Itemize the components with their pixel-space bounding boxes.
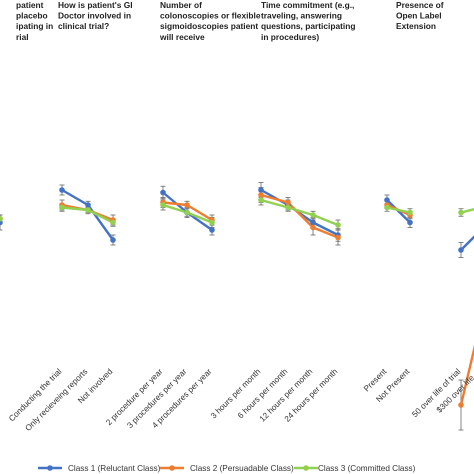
category-label-p0-c0: of 10: [0, 367, 2, 387]
point-class-1-reluctant-class-p4-c1: [407, 219, 413, 226]
point-class-1-reluctant-class-p3-c0: [258, 187, 264, 193]
point-class-1-reluctant-class-p2-c2: [209, 227, 215, 233]
point-class-3-committed-class-p4-c1: [407, 209, 413, 216]
legend-label: Class 2 (Persuadable Class): [190, 464, 294, 473]
panel-0-title-line-2: ipating in: [16, 21, 53, 31]
point-class-3-committed-class-p2-c1: [184, 209, 190, 216]
point-class-3-committed-class-p3-c0: [258, 197, 264, 203]
panel-2-title-line-3: will receive: [159, 32, 205, 42]
point-class-1-reluctant-class-p2-c0: [160, 189, 166, 196]
point-class-2-persuadable-class-p3-c3: [335, 234, 341, 241]
point-class-3-committed-class-p0-c0: [0, 215, 3, 222]
data-points: [0, 187, 464, 408]
point-class-1-reluctant-class-p1-c2: [110, 237, 116, 243]
legend-item-class-3-committed-class: Class 3 (Committed Class): [294, 464, 416, 473]
category-label-p3-c0: 3 hours per month: [209, 367, 263, 421]
point-class-3-committed-class-p2-c0: [160, 202, 166, 208]
panel-0-title-line-1: placebo: [16, 11, 48, 21]
panel-3-title-line-3: in procedures): [261, 32, 319, 42]
panel-4-title-line-1: Open Label: [396, 11, 442, 21]
legend-swatch-marker: [303, 465, 309, 471]
panel-1-title-line-1: Doctor involved in: [58, 11, 131, 21]
point-class-1-reluctant-class-p5-c0: [458, 247, 464, 253]
point-class-2-persuadable-class-p3-c1: [285, 199, 291, 206]
panel-0-title-line-0: patient: [16, 0, 44, 10]
point-class-3-committed-class-p1-c1: [85, 207, 91, 213]
point-class-3-committed-class-p3-c1: [285, 204, 291, 211]
legend-label: Class 1 (Reluctant Class): [68, 464, 161, 473]
point-class-3-committed-class-p5-c0: [458, 209, 464, 216]
point-class-1-reluctant-class-p3-c2: [310, 219, 316, 226]
panel-3-title-line-1: traveling, answering: [261, 11, 342, 21]
point-class-2-persuadable-class-p5-c0: [458, 402, 464, 408]
point-class-2-persuadable-class-p2-c1: [184, 202, 190, 208]
panel-2-title-line-0: Number of: [160, 0, 202, 10]
series-line-class-2-persuadable-class-panel-3: [260, 193, 339, 239]
panel-4-title-line-2: Extension: [396, 21, 436, 31]
panel-1-title-line-2: clinical trial?: [58, 21, 109, 31]
series-line-class-1-reluctant-class-panel-5: [460, 235, 474, 251]
point-class-3-committed-class-p3-c2: [310, 212, 316, 218]
point-class-1-reluctant-class-p4-c0: [384, 197, 390, 203]
panel-3-title-line-2: questions, participating: [261, 21, 355, 31]
series-line-class-3-committed-class-panel-4: [386, 206, 411, 214]
point-class-1-reluctant-class-p1-c0: [59, 187, 65, 193]
point-class-3-committed-class-p4-c0: [384, 204, 390, 211]
legend: Class 1 (Reluctant Class) Class 2 (Persua…: [38, 464, 416, 473]
point-class-3-committed-class-p1-c0: [59, 204, 65, 211]
series-line-class-1-reluctant-class-panel-1: [61, 188, 114, 241]
series-line-class-2-persuadable-class-panel-5: [459, 344, 474, 406]
legend-item-class-1-reluctant-class: Class 1 (Reluctant Class): [38, 464, 161, 473]
panel-2-title-line-2: sigmoidoscopies patient: [160, 21, 258, 31]
point-class-3-committed-class-p1-c2: [110, 219, 116, 226]
panel-3-title-line-0: Time commitment (e.g.,: [261, 0, 354, 10]
legend-label: Class 3 (Committed Class): [318, 464, 416, 473]
legend-swatch-marker: [169, 465, 175, 471]
series-line-class-3-committed-class-panel-3: [260, 198, 339, 227]
panel-1-title-line-0: How is patient's GI: [58, 0, 133, 10]
series-line-class-3-committed-class-panel-5: [460, 208, 474, 214]
point-class-1-reluctant-class-p1-c1: [85, 202, 91, 208]
point-class-2-persuadable-class-p3-c0: [258, 192, 264, 198]
panel-2-title-line-1: colonoscopies or flexible: [160, 11, 261, 21]
legend-swatch-marker: [47, 465, 53, 471]
panel-4-title-line-0: Presence of: [396, 0, 444, 10]
legend-item-class-2-persuadable-class: Class 2 (Persuadable Class): [160, 464, 294, 473]
point-class-3-committed-class-p3-c3: [335, 222, 341, 228]
panel-0-title-line-3: rial: [16, 32, 29, 42]
point-class-3-committed-class-p2-c2: [209, 219, 215, 226]
point-class-2-persuadable-class-p3-c2: [310, 224, 316, 231]
